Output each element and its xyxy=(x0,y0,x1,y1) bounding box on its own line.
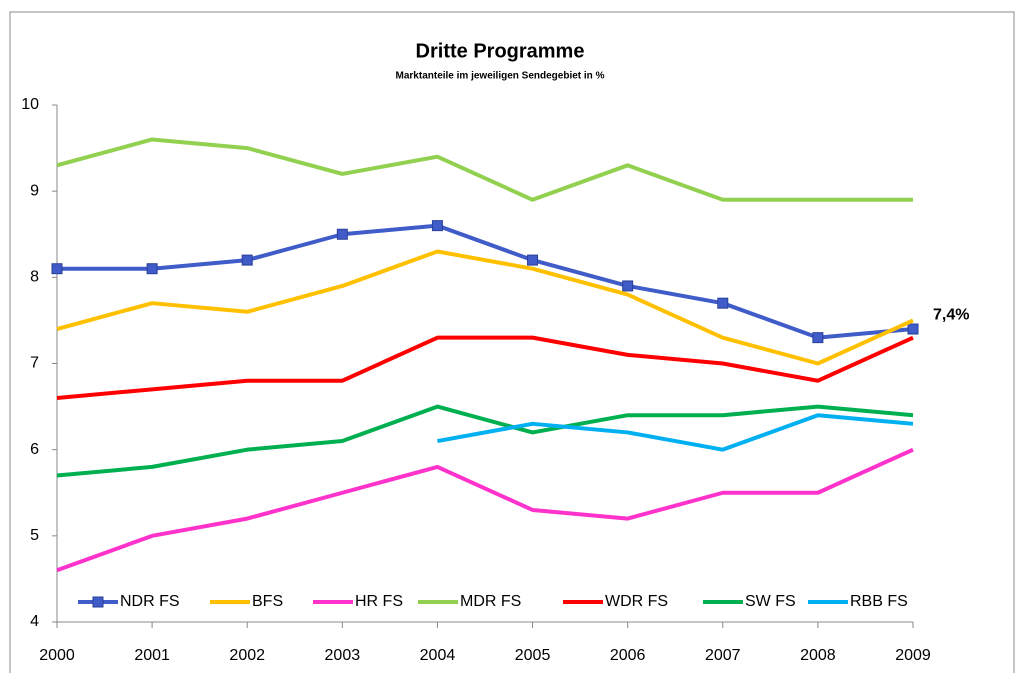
series-line xyxy=(437,413,914,452)
series-line xyxy=(56,447,914,573)
legend-label: SW FS xyxy=(745,593,796,610)
x-tick-label: 2006 xyxy=(610,647,646,664)
data-label: 7,4% xyxy=(933,306,969,323)
y-tick-label: 8 xyxy=(30,269,39,286)
series-line xyxy=(56,335,914,400)
series-marker xyxy=(717,297,729,309)
chart-subtitle: Marktanteile im jeweiligen Sendegebiet i… xyxy=(396,71,605,82)
y-tick-label: 7 xyxy=(30,355,39,372)
series-marker xyxy=(146,263,158,275)
x-tick-label: 2005 xyxy=(515,647,551,664)
legend-label: MDR FS xyxy=(460,593,521,610)
series-marker xyxy=(622,280,634,292)
series-marker xyxy=(51,263,63,275)
x-tick-label: 2002 xyxy=(229,647,265,664)
legend-marker xyxy=(92,596,104,608)
x-tick-label: 2003 xyxy=(325,647,361,664)
legend-label: RBB FS xyxy=(850,593,908,610)
series-marker xyxy=(336,228,348,240)
y-tick-label: 9 xyxy=(30,182,39,199)
series-line xyxy=(56,404,914,478)
series-marker xyxy=(241,254,253,266)
legend-label: NDR FS xyxy=(120,593,180,610)
series-marker xyxy=(431,220,443,232)
y-tick-label: 10 xyxy=(21,96,39,113)
y-tick-label: 4 xyxy=(30,613,39,630)
series-line xyxy=(56,137,913,202)
chart-frame xyxy=(9,11,1015,673)
legend-label: HR FS xyxy=(355,593,403,610)
x-tick-label: 2000 xyxy=(39,647,75,664)
y-tick-label: 6 xyxy=(30,441,39,458)
legend-label: WDR FS xyxy=(605,593,668,610)
series-marker xyxy=(527,254,539,266)
x-tick-label: 2009 xyxy=(895,647,931,664)
x-tick-label: 2001 xyxy=(134,647,170,664)
x-tick-label: 2008 xyxy=(800,647,836,664)
chart-title: Dritte Programme xyxy=(416,40,585,62)
series-marker xyxy=(907,323,919,335)
x-tick-label: 2004 xyxy=(420,647,456,664)
x-tick-label: 2007 xyxy=(705,647,741,664)
series-marker xyxy=(812,332,824,344)
y-tick-label: 5 xyxy=(30,527,39,544)
series-line xyxy=(56,249,914,366)
legend-label: BFS xyxy=(252,593,283,610)
series-line xyxy=(57,223,914,340)
